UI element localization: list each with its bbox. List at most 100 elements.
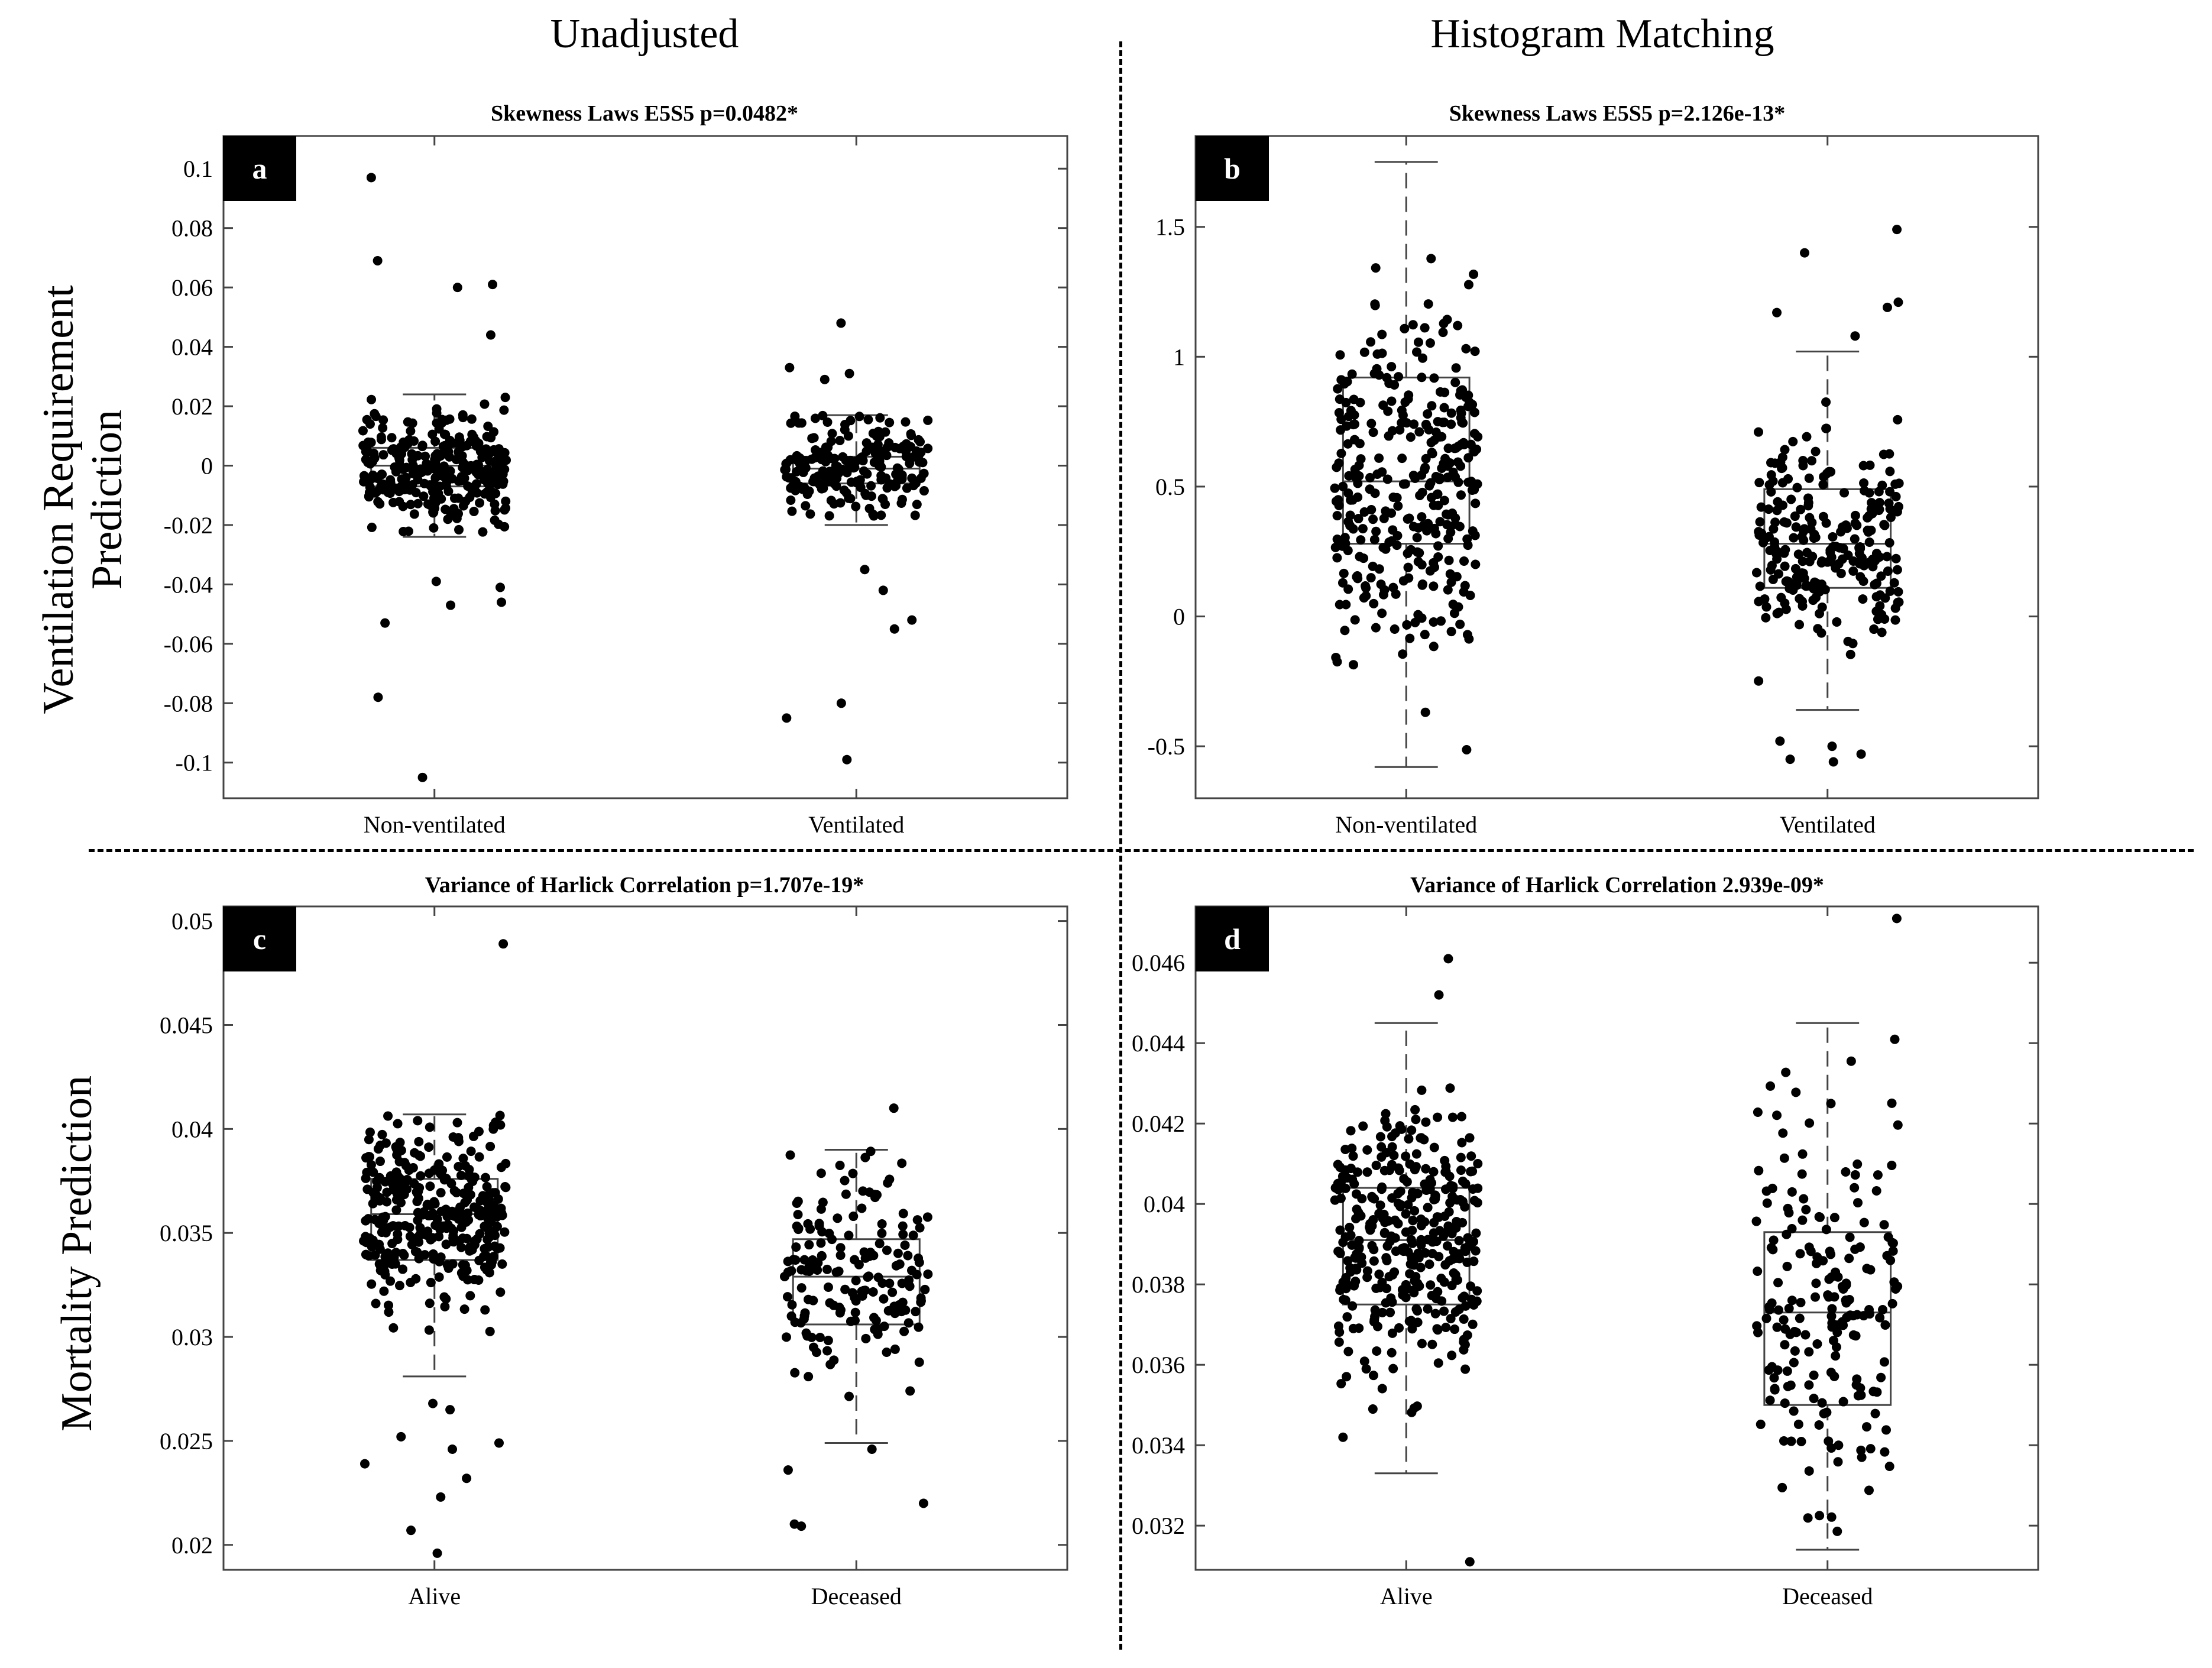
data-point (1429, 642, 1439, 652)
data-point (1367, 1241, 1377, 1251)
data-point (1415, 491, 1425, 501)
data-point (429, 493, 439, 503)
data-point (1780, 1340, 1790, 1350)
data-point (1801, 1204, 1811, 1214)
data-point (786, 418, 796, 428)
data-point (1358, 524, 1368, 534)
data-point (888, 1287, 898, 1297)
data-point (1397, 454, 1407, 464)
data-point (495, 1287, 506, 1297)
data-point (885, 417, 895, 427)
data-point (488, 1201, 498, 1212)
data-point (920, 1284, 930, 1294)
data-point (1343, 439, 1353, 449)
data-point (1368, 427, 1378, 438)
data-point (1443, 1221, 1453, 1231)
data-point (1780, 1324, 1790, 1334)
data-point (844, 1391, 854, 1401)
data-point (387, 433, 397, 443)
data-point (1421, 1164, 1431, 1174)
data-point (1888, 1238, 1898, 1248)
data-point (823, 1336, 833, 1346)
data-point (482, 487, 492, 497)
data-point (1791, 522, 1801, 532)
data-point (1774, 569, 1784, 579)
data-point (1412, 347, 1422, 357)
data-point (1772, 1322, 1782, 1332)
data-point (914, 1254, 924, 1264)
data-point (801, 501, 811, 511)
data-point (1331, 652, 1341, 662)
data-point (835, 1243, 846, 1253)
data-point (822, 1264, 832, 1274)
data-point (1889, 578, 1899, 588)
data-point (857, 1203, 867, 1213)
data-point (801, 1328, 811, 1338)
data-point (1836, 568, 1846, 578)
data-point (1398, 649, 1408, 659)
data-point (466, 1146, 476, 1157)
data-point (384, 1300, 394, 1310)
data-point (1471, 1228, 1481, 1238)
data-point (1790, 1346, 1800, 1356)
data-point (1778, 1128, 1788, 1138)
data-point (1459, 1314, 1469, 1324)
data-point (1784, 1303, 1794, 1313)
data-point (816, 1168, 826, 1178)
data-point (1374, 453, 1384, 463)
data-point (848, 1168, 858, 1178)
data-point (1804, 1380, 1814, 1390)
data-point (1855, 1383, 1866, 1393)
data-point (1335, 600, 1345, 610)
data-point (439, 1292, 449, 1302)
data-point (1381, 1109, 1391, 1119)
data-point (1387, 1328, 1397, 1338)
x-tick-label: Deceased (1782, 1583, 1873, 1609)
data-point (1471, 498, 1481, 509)
data-point (1808, 595, 1818, 605)
data-point (377, 1129, 387, 1139)
data-point (1403, 562, 1413, 572)
data-point (466, 461, 476, 471)
data-point (1388, 1270, 1398, 1280)
data-point (1871, 606, 1881, 616)
data-point (1375, 1200, 1385, 1210)
data-point (1799, 535, 1809, 545)
data-point (475, 1196, 485, 1206)
data-point (1894, 597, 1904, 607)
data-point (1812, 1339, 1822, 1349)
data-point (1764, 1304, 1774, 1314)
data-point (882, 1348, 892, 1358)
data-point (1789, 1358, 1799, 1368)
data-point (501, 1158, 511, 1168)
data-point (854, 412, 864, 422)
data-point (1385, 1307, 1395, 1317)
data-point (454, 1161, 464, 1171)
data-point (432, 404, 442, 414)
data-point (1340, 626, 1350, 636)
data-point (787, 1300, 797, 1310)
data-point (1827, 1304, 1837, 1314)
data-point (825, 1359, 835, 1369)
data-point (1756, 502, 1766, 512)
outlier-point (1882, 302, 1892, 312)
outlier-point (498, 939, 509, 949)
data-point (410, 1246, 420, 1256)
data-point (438, 441, 448, 451)
data-point (1348, 1151, 1358, 1161)
y-tick-label: 0.04 (1144, 1191, 1185, 1217)
data-point (1348, 1323, 1358, 1333)
data-point (854, 1259, 864, 1269)
data-point (1841, 1167, 1851, 1177)
data-point (851, 1296, 861, 1306)
data-point (1342, 1312, 1352, 1322)
outlier-point (918, 1498, 928, 1508)
data-point (1450, 472, 1460, 482)
data-point (1435, 473, 1445, 483)
data-point (458, 442, 468, 452)
data-point (388, 444, 398, 454)
data-point (1878, 1304, 1888, 1314)
data-point (791, 1242, 801, 1252)
data-point (910, 510, 920, 520)
data-point (840, 1175, 850, 1186)
